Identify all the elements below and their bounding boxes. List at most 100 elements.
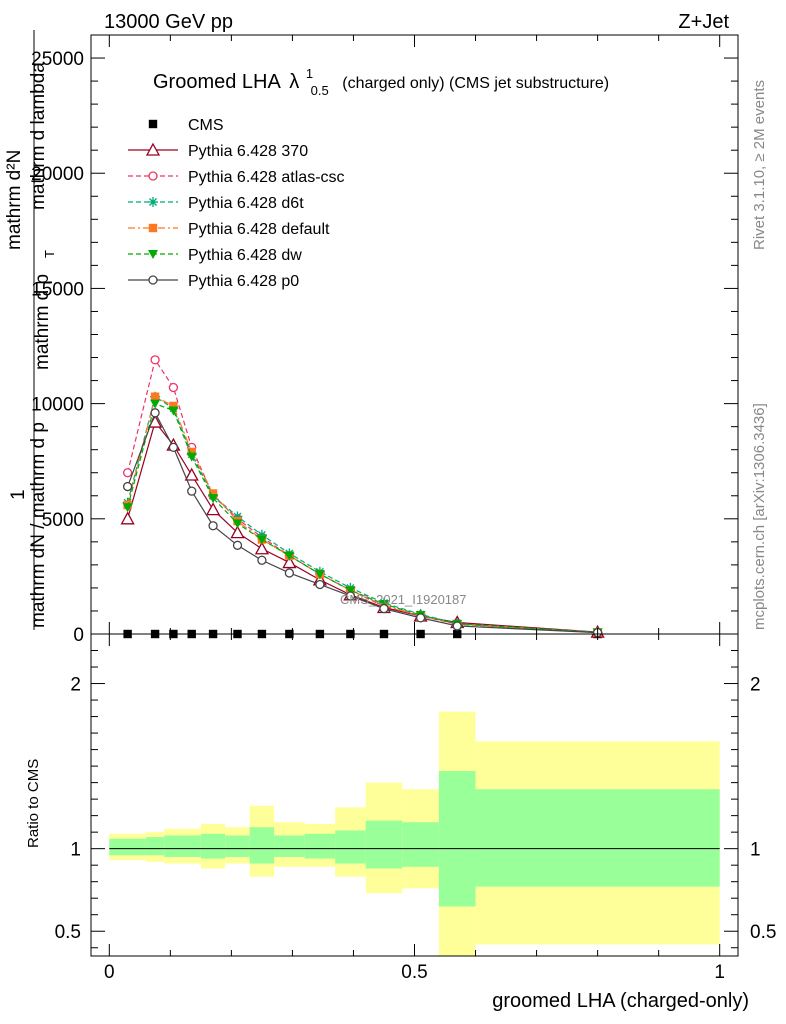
- data-point: [168, 442, 179, 453]
- data-point: [184, 467, 199, 481]
- data-point: [150, 399, 161, 409]
- data-point: [256, 529, 267, 540]
- data-point: [232, 540, 243, 550]
- data-point: [168, 382, 179, 393]
- analysis-label: CMS_2021_I1920187: [340, 592, 467, 607]
- y-tick-label: 25000: [31, 49, 84, 70]
- y-tick-label: 1: [70, 840, 81, 861]
- legend-marker: [148, 250, 158, 259]
- legend-marker: [148, 197, 158, 207]
- data-point: [208, 494, 219, 504]
- rivet-label: Rivet 3.1.10, ≥ 2M events: [751, 80, 768, 250]
- ratio-axis-ticks: 0 0.5 1 0.5 0.5 1 1 2 2: [55, 634, 776, 983]
- legend-marker: [148, 223, 158, 233]
- ylabel-line-2: mathrm d lambda: [28, 62, 49, 210]
- y-tick-label: 10000: [31, 395, 84, 416]
- chart-title: Groomed LHA λ 1 0.5 (charged only) (CMS …: [153, 61, 609, 100]
- data-point: [187, 486, 197, 496]
- y-tick-label: 0: [73, 625, 84, 646]
- data-point: [150, 392, 160, 401]
- title-sub: 0.5: [311, 83, 329, 98]
- y-tick-label-right: 0.5: [750, 922, 776, 943]
- data-point: [256, 535, 267, 545]
- data-point: [208, 521, 218, 531]
- data-point: [150, 408, 160, 418]
- legend-label: Pythia 6.428 default: [188, 221, 330, 238]
- data-point: [122, 468, 133, 478]
- title-rest: (charged only) (CMS jet substructure): [342, 75, 609, 92]
- ylabel-line-1: mathrm d²N: [4, 150, 25, 250]
- y-tick-label-right: 1: [750, 840, 761, 861]
- legend: CMS Pythia 6.428 370 Pythia 6.428 atlas-cs…: [128, 117, 345, 290]
- data-point: [345, 591, 356, 601]
- data-point: [284, 568, 295, 578]
- ylabel-top: 1: [8, 489, 29, 500]
- legend-entry: Pythia 6.428 370: [128, 142, 308, 160]
- title-main: Groomed LHA: [153, 71, 281, 93]
- series-line: [127, 358, 598, 633]
- ratio-band-green: [145, 837, 165, 856]
- ratio-panel: 0 0.5 1 0.5 0.5 1 1 2 2 Ratio to CMS: [25, 633, 776, 983]
- data-point: [379, 604, 389, 614]
- data-point: [415, 613, 426, 623]
- series-5: [122, 399, 603, 638]
- ratio-band-green: [225, 835, 250, 857]
- y-tick-label: 0.5: [55, 922, 81, 943]
- ratio-band-green: [109, 838, 146, 856]
- legend-label: Pythia 6.428 d6t: [188, 195, 304, 212]
- legend-entry: Pythia 6.428 atlas-csc: [128, 169, 345, 186]
- data-point: [282, 555, 297, 569]
- ratio-band-green: [182, 835, 201, 857]
- data-point: [452, 621, 462, 631]
- ratio-band-green: [249, 827, 275, 864]
- data-point: [284, 551, 295, 561]
- y-tick-label: 2: [70, 675, 81, 696]
- main-panel: 0 5000 10000 15000 20000 25000 Groomed LHA λ …: [4, 30, 739, 646]
- data-point: [257, 555, 267, 565]
- ratio-band-green: [365, 820, 403, 869]
- data-point: [169, 401, 178, 411]
- legend-entry: Pythia 6.428 d6t: [128, 195, 304, 212]
- data-point: [208, 489, 218, 498]
- legend-marker: [148, 275, 158, 285]
- ratio-band-green: [304, 833, 336, 859]
- ratio-band-green: [335, 830, 366, 864]
- title-lambda: λ: [289, 71, 299, 93]
- data-point: [314, 570, 325, 580]
- ratio-band-green: [274, 835, 305, 857]
- legend-label: Pythia 6.428 p0: [188, 273, 299, 290]
- data-point: [315, 579, 325, 590]
- legend-label: Pythia 6.428 370: [188, 143, 308, 160]
- header-right: Z+Jet: [678, 11, 729, 33]
- ratio-band-green: [402, 822, 439, 867]
- legend-marker: [148, 119, 158, 129]
- data-point: [232, 511, 243, 522]
- ratio-band-green: [475, 789, 720, 887]
- data-point: [345, 586, 356, 596]
- y-tick-label-right: 2: [750, 675, 761, 696]
- data-point: [230, 525, 245, 539]
- ratio-bands: [109, 711, 720, 956]
- title-sup: 1: [306, 66, 313, 81]
- data-point: [205, 502, 221, 516]
- mcplots-label: mcplots.cern.ch [arXiv:1306.3436]: [751, 403, 768, 630]
- legend-entry: Pythia 6.428 dw: [128, 247, 302, 264]
- ratio-band-green: [164, 835, 183, 857]
- main-y-label: 1 mathrm d²N mathrm d lambda mathrm d p …: [4, 30, 57, 630]
- main-axis-ticks: 0 5000 10000 15000 20000 25000: [31, 35, 738, 646]
- ratio-band-green: [200, 833, 226, 859]
- y-tick-label: 5000: [42, 510, 84, 531]
- legend-marker: [145, 142, 161, 156]
- x-axis-label: groomed LHA (charged-only): [492, 990, 749, 1012]
- legend-label: CMS: [188, 117, 224, 134]
- x-tick-label: 0.5: [401, 962, 427, 983]
- data-point: [232, 519, 243, 529]
- legend-entry: CMS: [148, 117, 224, 134]
- data-point: [122, 481, 133, 492]
- ylabel-sub: T: [42, 250, 57, 258]
- ylabel-line-4: mathrm dN / mathrm d p: [28, 422, 49, 628]
- data-point: [186, 452, 197, 462]
- ratio-band-green: [438, 771, 476, 907]
- series-6: [122, 408, 603, 638]
